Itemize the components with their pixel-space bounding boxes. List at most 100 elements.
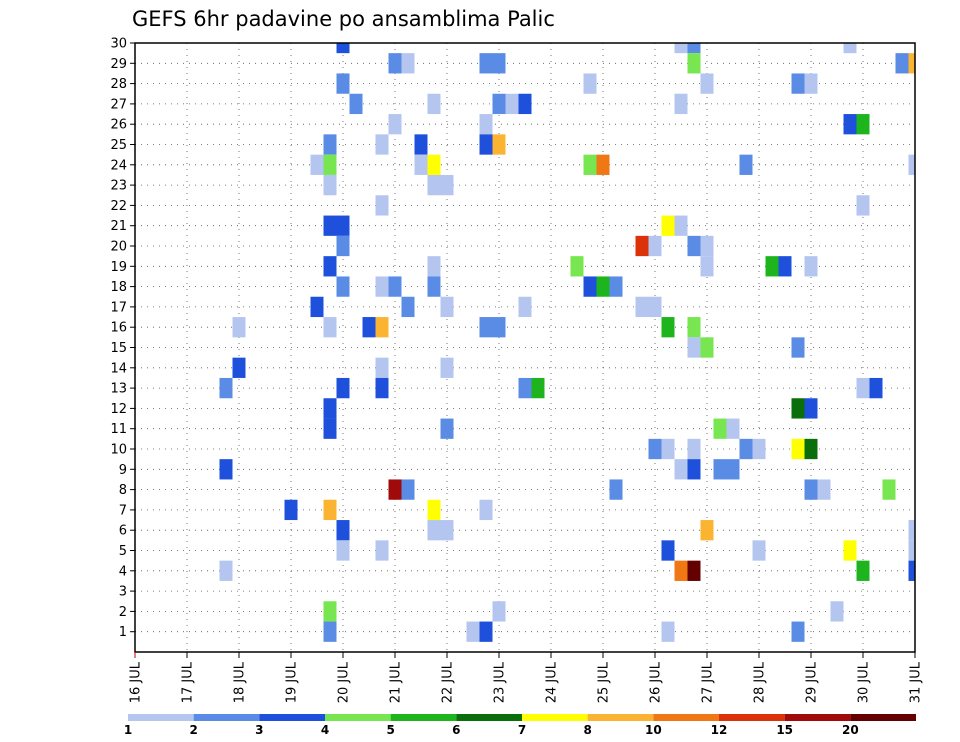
precip-cell <box>375 377 389 399</box>
precip-cell <box>687 438 701 460</box>
precip-cell <box>661 438 675 460</box>
colorbar-label: 8 <box>583 723 591 737</box>
precip-cell <box>518 93 532 115</box>
precip-cell <box>700 520 714 541</box>
precip-cell <box>713 459 727 480</box>
precip-cell <box>284 499 298 521</box>
precip-cell <box>427 520 441 541</box>
precip-cell <box>440 418 454 439</box>
colorbar-swatch <box>128 714 194 721</box>
precip-cell <box>596 154 610 175</box>
precip-cell <box>427 499 441 521</box>
precip-cell <box>804 479 818 500</box>
precip-cell <box>323 499 337 521</box>
y-tick-label: 5 <box>119 544 127 559</box>
chart-title: GEFS 6hr padavine po ansamblima Palic <box>132 7 555 31</box>
precip-cell <box>648 438 662 460</box>
precip-cell <box>323 256 337 277</box>
precip-cell <box>687 317 701 338</box>
y-tick-label: 18 <box>110 280 127 295</box>
precip-cell <box>323 601 337 622</box>
precip-cell <box>908 560 915 581</box>
ensemble-precipitation-cells <box>219 43 915 642</box>
x-tick-label: 17 JUL <box>181 661 196 703</box>
colorbar-label: 5 <box>386 723 394 737</box>
precip-cell <box>726 418 740 439</box>
precip-cell <box>375 317 389 338</box>
precip-cell <box>570 256 584 277</box>
precip-cell <box>726 459 740 480</box>
precip-cell <box>791 337 805 358</box>
precip-cell <box>700 337 714 358</box>
colorbar-label: 3 <box>255 723 263 737</box>
precip-cell <box>427 154 441 175</box>
precip-cell <box>609 276 623 297</box>
precip-cell <box>830 601 844 622</box>
precip-cell <box>674 560 688 581</box>
precip-cell <box>674 93 688 115</box>
precip-cell <box>336 520 350 541</box>
precip-cell <box>531 377 545 399</box>
precip-cell <box>336 73 350 94</box>
colorbar-label: 1 <box>124 723 132 737</box>
precip-cell <box>401 479 415 500</box>
precip-cell <box>375 357 389 378</box>
y-tick-label: 8 <box>119 483 127 498</box>
precip-cell <box>388 276 402 297</box>
precip-cell <box>739 438 753 460</box>
precip-cell <box>843 114 857 135</box>
precip-cell <box>336 43 350 54</box>
precip-cell <box>700 256 714 277</box>
x-tick-label: 28 JUL <box>753 661 768 703</box>
precip-cell <box>843 43 857 54</box>
precip-cell <box>401 296 415 318</box>
precip-cell <box>492 134 506 155</box>
precip-cell <box>583 276 597 297</box>
precip-cell <box>583 73 597 94</box>
y-tick-label: 25 <box>110 138 127 153</box>
precip-cell <box>440 357 454 378</box>
y-tick-label: 1 <box>119 625 127 640</box>
precip-cell <box>492 53 506 74</box>
y-tick-label: 17 <box>110 300 127 315</box>
precip-cell <box>414 154 428 175</box>
y-tick-label: 23 <box>110 179 127 194</box>
precip-cell <box>908 53 915 74</box>
precip-cell <box>323 134 337 155</box>
y-tick-label: 9 <box>119 463 127 478</box>
precip-cell <box>466 621 480 642</box>
colorbar-swatch <box>456 714 522 721</box>
colorbar-swatch <box>522 714 588 721</box>
colorbar-label: 4 <box>321 723 329 737</box>
x-tick-label: 27 JUL <box>701 661 716 703</box>
y-tick-label: 12 <box>110 402 127 417</box>
precip-cell <box>505 93 519 115</box>
precip-cell <box>661 540 675 561</box>
precip-cell <box>440 520 454 541</box>
precip-cell <box>739 154 753 175</box>
precip-cell <box>700 235 714 257</box>
precip-cell <box>479 134 493 155</box>
precip-cell <box>687 560 701 581</box>
colorbar-swatch <box>653 714 719 721</box>
precip-cell <box>752 540 766 561</box>
precip-cell <box>323 621 337 642</box>
x-axis-ticks: 16 JUL 17 JUL 18 JUL 19 JUL 20 JUL 21 JUL 22 J… <box>129 652 924 703</box>
precip-cell <box>336 235 350 257</box>
y-tick-label: 3 <box>119 585 127 600</box>
y-tick-label: 2 <box>119 605 127 620</box>
y-tick-label: 14 <box>110 361 127 376</box>
precip-cell <box>349 93 363 115</box>
precip-cell <box>375 195 389 216</box>
precip-cell <box>492 317 506 338</box>
precip-cell <box>388 53 402 74</box>
y-tick-label: 24 <box>110 158 127 173</box>
precip-cell <box>336 276 350 297</box>
precip-cell <box>323 215 337 236</box>
precip-cell <box>804 73 818 94</box>
y-tick-label: 7 <box>119 503 127 518</box>
precip-cell <box>323 174 337 196</box>
precip-cell <box>336 540 350 561</box>
precip-cell <box>674 459 688 480</box>
colorbar-swatch <box>259 714 325 721</box>
